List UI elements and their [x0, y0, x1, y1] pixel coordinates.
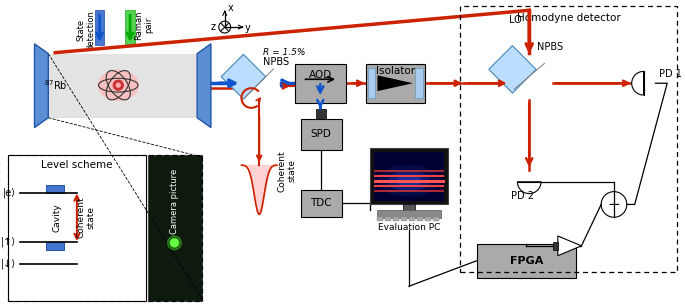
Text: $^{87}$Rb: $^{87}$Rb	[45, 78, 68, 92]
Bar	[477, 244, 575, 278]
Text: y: y	[245, 23, 250, 33]
Text: FPGA: FPGA	[510, 256, 543, 266]
Text: z: z	[210, 22, 215, 32]
Text: Level scheme: Level scheme	[41, 160, 112, 170]
Ellipse shape	[97, 69, 139, 101]
Text: Raman
pair: Raman pair	[134, 10, 153, 40]
Bar	[393, 217, 399, 221]
Polygon shape	[197, 44, 211, 128]
Bar	[489, 46, 536, 93]
Text: x: x	[227, 3, 234, 13]
Bar	[295, 64, 346, 103]
Wedge shape	[517, 182, 541, 194]
Bar	[401, 217, 407, 221]
Text: Camera picture: Camera picture	[170, 169, 179, 234]
Circle shape	[168, 236, 182, 250]
Bar	[47, 242, 64, 250]
Text: NPBS: NPBS	[537, 42, 563, 52]
Text: LO: LO	[509, 15, 522, 25]
Text: |e⟩: |e⟩	[3, 187, 16, 198]
Bar	[370, 148, 449, 204]
Bar	[460, 6, 677, 272]
Ellipse shape	[378, 165, 440, 197]
Polygon shape	[377, 75, 413, 91]
Bar	[8, 155, 146, 301]
Bar	[221, 54, 266, 99]
Bar	[301, 119, 342, 150]
Bar	[386, 217, 391, 221]
Text: NPBS: NPBS	[263, 56, 289, 67]
Text: SPD: SPD	[311, 130, 332, 139]
Wedge shape	[632, 72, 643, 95]
Bar	[377, 217, 384, 221]
Bar	[377, 210, 440, 218]
Bar	[47, 185, 64, 192]
Bar	[403, 204, 415, 212]
Bar	[125, 10, 135, 45]
Bar	[553, 242, 558, 250]
Circle shape	[116, 83, 121, 87]
Text: −: −	[608, 197, 621, 212]
Bar	[368, 68, 375, 98]
Text: State
detection: State detection	[76, 10, 95, 50]
Bar	[409, 217, 415, 221]
Text: TDC: TDC	[310, 198, 332, 208]
Bar	[148, 155, 202, 301]
Bar	[433, 217, 438, 221]
Bar	[373, 152, 445, 200]
Bar	[95, 10, 105, 45]
Text: PD 1: PD 1	[659, 69, 682, 79]
Bar	[301, 190, 342, 217]
Bar	[417, 217, 423, 221]
Ellipse shape	[388, 170, 429, 192]
Text: |↑⟩: |↑⟩	[1, 237, 16, 247]
Polygon shape	[558, 236, 582, 256]
Text: Evaluation PC: Evaluation PC	[378, 223, 440, 231]
Text: PD 2: PD 2	[512, 191, 534, 200]
Bar	[415, 68, 423, 98]
Bar	[316, 109, 326, 119]
Polygon shape	[34, 44, 49, 128]
Text: Isolator: Isolator	[375, 66, 414, 76]
Bar	[425, 217, 431, 221]
Text: R = 1.5%: R = 1.5%	[263, 48, 306, 57]
Ellipse shape	[397, 175, 421, 187]
Bar	[8, 155, 202, 301]
Bar	[366, 64, 425, 103]
Text: Coherent
state: Coherent state	[76, 196, 95, 238]
Polygon shape	[49, 54, 197, 118]
Text: AOD: AOD	[309, 70, 332, 80]
Text: Coherent
state: Coherent state	[277, 150, 297, 192]
Circle shape	[113, 80, 123, 90]
Text: Cavity: Cavity	[53, 203, 62, 231]
Circle shape	[171, 239, 178, 247]
Text: |↓⟩: |↓⟩	[1, 258, 16, 269]
Text: Homodyne detector: Homodyne detector	[516, 13, 621, 23]
